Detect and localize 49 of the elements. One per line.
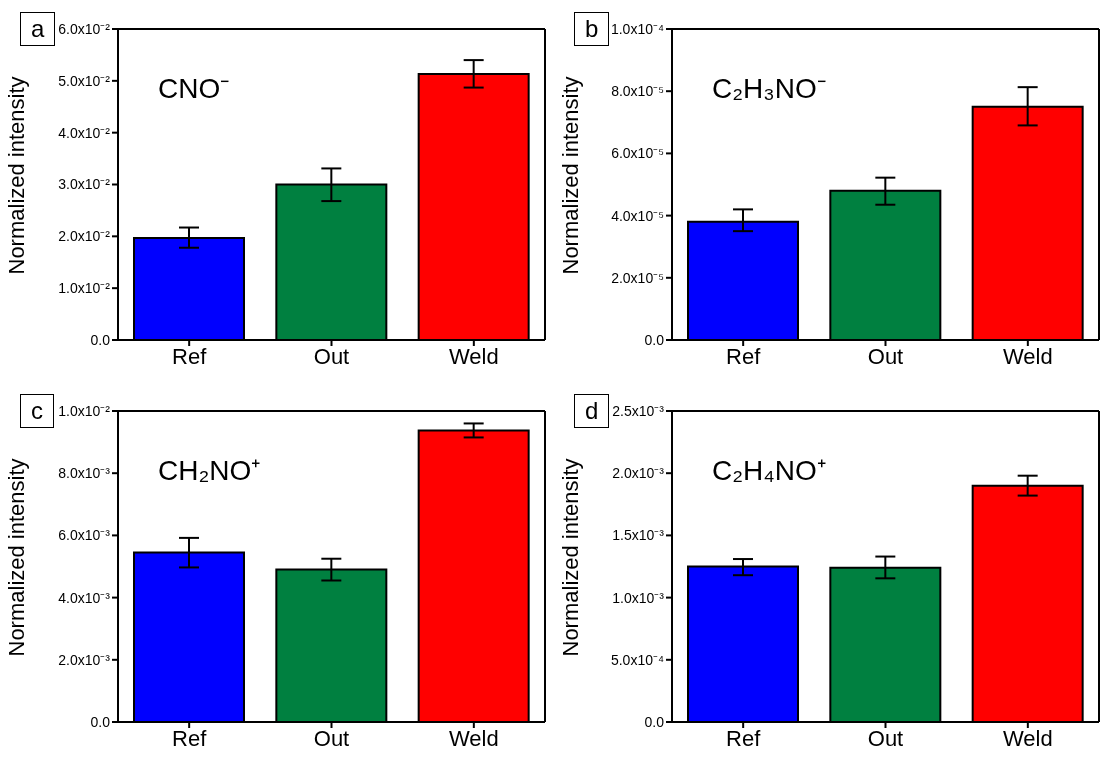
y-tick-label: 2.0x10⁻²: [58, 228, 111, 245]
y-tick-label: 5.0x10⁻²: [58, 72, 111, 89]
y-axis-title: Normalized intensity: [3, 458, 29, 657]
y-tick-label: 1.0x10⁻⁴: [610, 20, 664, 37]
y-tick-label: 4.0x10⁻⁵: [611, 207, 664, 224]
x-tick-label: Weld: [1002, 725, 1053, 751]
x-tick-label: Out: [313, 725, 350, 751]
x-tick-label: Ref: [172, 343, 208, 369]
y-tick-label: 6.0x10⁻³: [58, 527, 111, 544]
y-axis-title: Normalized intensity: [557, 76, 583, 275]
y-tick-label: 1.0x10⁻²: [58, 280, 111, 297]
text: d: [574, 394, 610, 428]
y-tick-label: 0.0: [90, 331, 111, 348]
y-tick-label: 8.0x10⁻⁵: [611, 83, 664, 100]
text: CNO⁻: [158, 72, 230, 106]
y-tick-label: 1.5x10⁻³: [612, 527, 665, 544]
x-tick-label: Out: [313, 343, 350, 369]
text: C₂H₃NO⁻: [712, 72, 826, 106]
x-tick-label: Ref: [172, 725, 208, 751]
x-tick-label: Out: [867, 725, 904, 751]
y-tick-label: 2.0x10⁻³: [612, 465, 665, 482]
y-axis-title: Normalized intensity: [557, 458, 583, 657]
y-tick-label: 1.0x10⁻²: [58, 402, 111, 419]
x-tick-label: Weld: [1002, 343, 1053, 369]
y-tick-label: 0.0: [90, 713, 111, 730]
y-tick-label: 6.0x10⁻⁵: [611, 145, 664, 162]
x-tick-label: Out: [867, 343, 904, 369]
y-tick-label: 6.0x10⁻²: [58, 20, 111, 37]
x-tick-label: Ref: [726, 725, 762, 751]
text: c: [20, 394, 54, 428]
y-tick-label: 8.0x10⁻³: [58, 465, 111, 482]
x-tick-label: Weld: [448, 343, 499, 369]
text: b: [574, 12, 610, 46]
y-tick-label: 0.0: [644, 713, 665, 730]
x-tick-label: Weld: [448, 725, 499, 751]
y-tick-label: 3.0x10⁻²: [58, 176, 111, 193]
x-tick-label: Ref: [726, 343, 762, 369]
y-tick-label: 5.0x10⁻⁴: [610, 651, 664, 668]
y-tick-label: 2.0x10⁻⁵: [611, 269, 664, 286]
text: CH₂NO⁺: [158, 454, 261, 488]
text: C₂H₄NO⁺: [712, 454, 826, 488]
y-axis-title: Normalized intensity: [3, 76, 29, 275]
y-tick-label: 2.0x10⁻³: [58, 651, 111, 668]
y-tick-label: 2.5x10⁻³: [612, 402, 665, 419]
y-tick-label: 1.0x10⁻³: [612, 589, 665, 606]
y-tick-label: 4.0x10⁻²: [58, 124, 111, 141]
y-tick-label: 0.0: [644, 331, 665, 348]
y-tick-label: 4.0x10⁻³: [58, 589, 111, 606]
text: a: [20, 12, 56, 46]
